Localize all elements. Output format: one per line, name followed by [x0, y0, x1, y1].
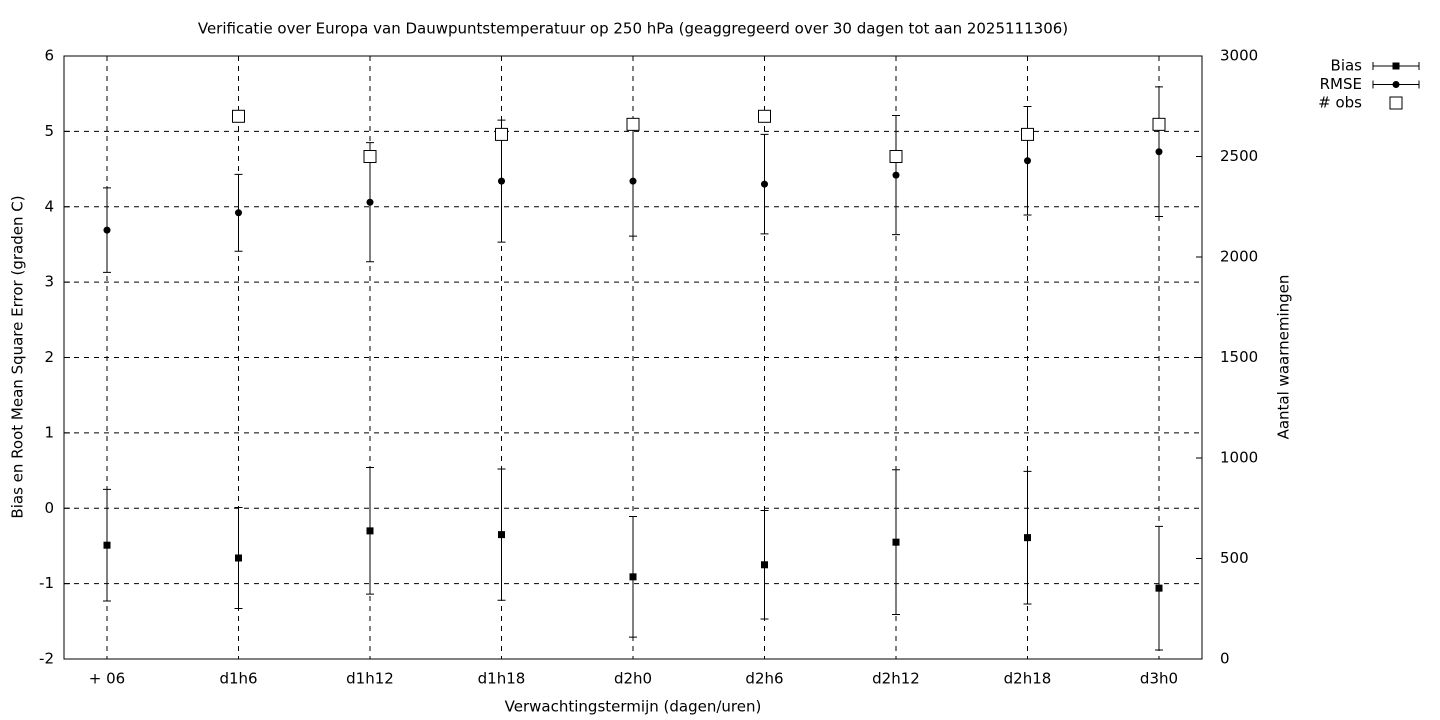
data-point — [1155, 584, 1163, 592]
y2-tick-label: 1500 — [1220, 348, 1258, 366]
data-point — [235, 209, 243, 217]
data-point — [760, 561, 768, 569]
legend-marker — [1392, 81, 1400, 88]
data-point — [103, 541, 111, 549]
data-point — [232, 109, 246, 123]
y2-tick-label: 1000 — [1220, 449, 1258, 467]
x-tick-label: d3h0 — [1140, 670, 1178, 688]
y-tick-label: 2 — [44, 348, 54, 366]
data-point — [235, 554, 243, 562]
y2-tick-label: 3000 — [1220, 47, 1258, 65]
y-tick-label: -2 — [39, 650, 54, 668]
data-point — [1023, 157, 1031, 165]
data-point — [760, 180, 768, 188]
data-point — [1155, 148, 1163, 156]
y2-tick-label: 500 — [1220, 549, 1249, 567]
data-point — [892, 538, 900, 546]
data-point — [366, 527, 374, 535]
data-point — [366, 198, 374, 206]
legend-label: Bias — [1331, 57, 1363, 75]
y-tick-label: -1 — [39, 574, 54, 592]
y-tick-label: 6 — [44, 47, 54, 65]
y2-axis-label: Aantal waarnemingen — [1275, 275, 1293, 440]
data-point — [498, 177, 506, 185]
x-tick-label: d2h18 — [1004, 670, 1052, 688]
y-tick-label: 1 — [44, 423, 54, 441]
legend-label: # obs — [1318, 94, 1362, 112]
x-tick-label: d2h0 — [614, 670, 652, 688]
x-tick-label: d2h6 — [745, 670, 783, 688]
x-axis-label: Verwachtingstermijn (dagen/uren) — [505, 698, 762, 716]
x-tick-label: d1h18 — [478, 670, 526, 688]
x-tick-label: + 06 — [89, 670, 125, 688]
y2-tick-label: 2000 — [1220, 248, 1258, 266]
chart-title: Verificatie over Europa van Dauwpuntstem… — [198, 20, 1068, 38]
y-tick-label: 0 — [44, 499, 54, 517]
legend-marker — [1392, 62, 1400, 70]
data-point — [103, 226, 111, 234]
data-point — [363, 150, 377, 163]
data-point — [629, 177, 637, 185]
legend-label: RMSE — [1320, 75, 1362, 93]
y-axis-label: Bias en Root Mean Square Error (graden C… — [9, 195, 27, 518]
y-tick-label: 3 — [44, 273, 54, 291]
x-tick-label: d2h12 — [872, 670, 920, 688]
y2-tick-label: 2500 — [1220, 147, 1258, 165]
data-point — [629, 573, 637, 581]
x-tick-label: d1h12 — [346, 670, 394, 688]
y-tick-label: 4 — [44, 197, 54, 215]
data-point — [498, 531, 506, 539]
data-point — [1152, 117, 1166, 131]
data-point — [757, 109, 771, 123]
data-point — [1023, 534, 1031, 542]
data-point — [626, 117, 640, 131]
y2-tick-label: 0 — [1220, 650, 1230, 668]
x-tick-label: d1h6 — [219, 670, 257, 688]
data-point — [889, 150, 903, 163]
data-point — [495, 127, 509, 141]
y-tick-label: 5 — [44, 122, 54, 140]
data-point — [892, 171, 900, 179]
data-point — [1020, 127, 1034, 141]
legend-marker — [1389, 96, 1403, 110]
